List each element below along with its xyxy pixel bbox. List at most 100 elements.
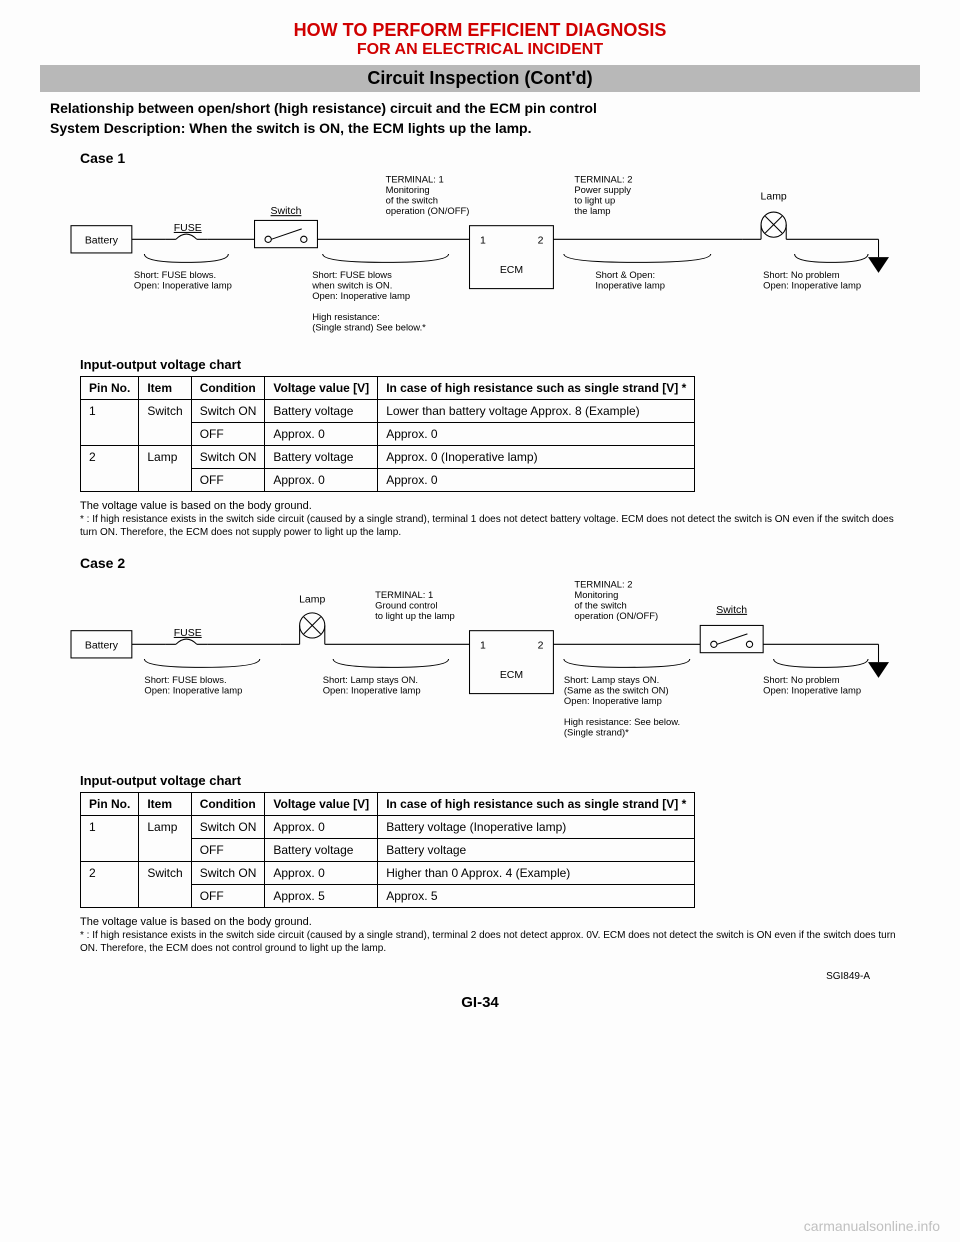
- ann3-l2: (Same as the switch ON): [564, 685, 669, 696]
- ann-hr1: High resistance:: [312, 311, 380, 322]
- ann-hr1: High resistance: See below.: [564, 716, 680, 727]
- ann2-l3: Open: Inoperative lamp: [312, 290, 410, 301]
- th-item: Item: [139, 377, 191, 400]
- td: Battery voltage (Inoperative lamp): [378, 816, 695, 839]
- ann3-l1: Short & Open:: [595, 269, 655, 280]
- td: 2: [81, 862, 139, 908]
- td: Approx. 0: [265, 862, 378, 885]
- ann-hr2: (Single strand)*: [564, 727, 629, 738]
- term2-title: TERMINAL: 2: [574, 174, 632, 185]
- td: Lower than battery voltage Approx. 8 (Ex…: [378, 400, 695, 423]
- fuse-label: FUSE: [174, 628, 202, 639]
- pin2: 2: [538, 236, 544, 247]
- term1-l2: of the switch: [386, 195, 438, 206]
- term2-l1: Power supply: [574, 184, 631, 195]
- figure-ref: SGI849-A: [50, 971, 870, 982]
- ecm-label: ECM: [500, 670, 523, 681]
- td: Higher than 0 Approx. 4 (Example): [378, 862, 695, 885]
- td: Switch ON: [191, 816, 265, 839]
- ann1-l1: Short: FUSE blows.: [134, 269, 216, 280]
- th-vv: Voltage value [V]: [265, 793, 378, 816]
- page-header: HOW TO PERFORM EFFICIENT DIAGNOSIS FOR A…: [50, 20, 910, 59]
- term1-l2: to light up the lamp: [375, 610, 455, 621]
- switch-label: Switch: [271, 206, 302, 217]
- td: Switch ON: [191, 862, 265, 885]
- term2-l1: Monitoring: [574, 589, 618, 600]
- ann2-l2: Open: Inoperative lamp: [323, 685, 421, 696]
- battery-label: Battery: [85, 236, 119, 247]
- term1-l1: Ground control: [375, 600, 437, 611]
- term1-l1: Monitoring: [386, 184, 430, 195]
- relationship-subhead: Relationship between open/short (high re…: [50, 100, 910, 116]
- ann3-l3: Open: Inoperative lamp: [564, 695, 662, 706]
- td: Lamp: [139, 816, 191, 862]
- td: OFF: [191, 839, 265, 862]
- case2-table: Pin No. Item Condition Voltage value [V]…: [80, 792, 695, 908]
- term2-l2: to light up: [574, 195, 615, 206]
- ann1-l2: Open: Inoperative lamp: [144, 685, 242, 696]
- case2-chart-title: Input-output voltage chart: [80, 773, 910, 788]
- td: OFF: [191, 423, 265, 446]
- td: Approx. 0: [378, 469, 695, 492]
- ann2-l1: Short: Lamp stays ON.: [323, 674, 418, 685]
- ann3-l2: Inoperative lamp: [595, 280, 665, 291]
- battery-label: Battery: [85, 641, 119, 652]
- fuse-label: FUSE: [174, 223, 202, 234]
- th-hr: In case of high resistance such as singl…: [378, 793, 695, 816]
- td: OFF: [191, 885, 265, 908]
- ann4-l2: Open: Inoperative lamp: [763, 280, 861, 291]
- case2-label: Case 2: [80, 555, 910, 571]
- td: Approx. 0 (Inoperative lamp): [378, 446, 695, 469]
- ecm-label: ECM: [500, 265, 523, 276]
- section-title: Circuit Inspection (Cont'd): [40, 65, 920, 92]
- td: Lamp: [139, 446, 191, 492]
- term2-l3: the lamp: [574, 205, 610, 216]
- term2-title: TERMINAL: 2: [574, 579, 632, 590]
- td: Switch ON: [191, 400, 265, 423]
- td: Approx. 0: [265, 423, 378, 446]
- case2-footnote-small: * : If high resistance exists in the swi…: [80, 930, 910, 955]
- page-number: GI-34: [50, 994, 910, 1011]
- ann4-l1: Short: No problem: [763, 269, 840, 280]
- case1-footnote: The voltage value is based on the body g…: [80, 500, 910, 512]
- term2-l3: operation (ON/OFF): [574, 610, 658, 621]
- td: Switch: [139, 862, 191, 908]
- ann-hr2: (Single strand) See below.*: [312, 322, 426, 333]
- td: 2: [81, 446, 139, 492]
- td: Battery voltage: [265, 400, 378, 423]
- th-item: Item: [139, 793, 191, 816]
- watermark: carmanualsonline.info: [804, 1218, 940, 1234]
- th-vv: Voltage value [V]: [265, 377, 378, 400]
- case1-table: Pin No. Item Condition Voltage value [V]…: [80, 376, 695, 492]
- td: 1: [81, 400, 139, 446]
- ann1-l2: Open: Inoperative lamp: [134, 280, 232, 291]
- th-hr: In case of high resistance such as singl…: [378, 377, 695, 400]
- ann2-l2: when switch is ON.: [311, 280, 392, 291]
- td: Approx. 0: [265, 469, 378, 492]
- th-cond: Condition: [191, 377, 265, 400]
- lamp-label: Lamp: [761, 191, 787, 202]
- case1-diagram: Battery FUSE Switch TERMINAL: 1 Monitori…: [50, 168, 910, 346]
- ann4-l2: Open: Inoperative lamp: [763, 685, 861, 696]
- header-line2: FOR AN ELECTRICAL INCIDENT: [50, 41, 910, 59]
- th-pin: Pin No.: [81, 377, 139, 400]
- case1-footnote-small: * : If high resistance exists in the swi…: [80, 514, 910, 539]
- td: OFF: [191, 469, 265, 492]
- case1-chart-title: Input-output voltage chart: [80, 357, 910, 372]
- term1-title: TERMINAL: 1: [386, 174, 444, 185]
- ann3-l1: Short: Lamp stays ON.: [564, 674, 659, 685]
- system-description: System Description: When the switch is O…: [50, 120, 910, 136]
- td: Battery voltage: [265, 839, 378, 862]
- case1-label: Case 1: [80, 150, 910, 166]
- pin2: 2: [538, 641, 544, 652]
- td: Switch: [139, 400, 191, 446]
- td: Battery voltage: [378, 839, 695, 862]
- td: Approx. 5: [265, 885, 378, 908]
- td: Switch ON: [191, 446, 265, 469]
- switch-label: Switch: [716, 605, 747, 616]
- td: Approx. 0: [265, 816, 378, 839]
- ann2-l1: Short: FUSE blows: [312, 269, 392, 280]
- case2-footnote: The voltage value is based on the body g…: [80, 916, 910, 928]
- case2-diagram: Battery FUSE Lamp TERMINAL: 1 Ground con…: [50, 573, 910, 762]
- header-line1: HOW TO PERFORM EFFICIENT DIAGNOSIS: [50, 20, 910, 41]
